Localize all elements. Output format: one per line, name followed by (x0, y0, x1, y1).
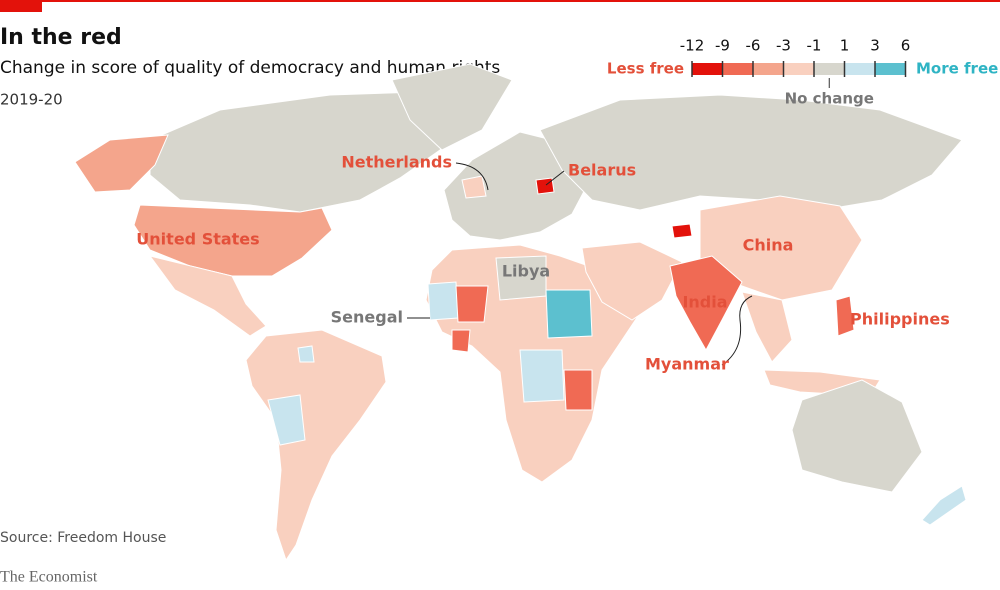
period: 2019-20 (0, 91, 63, 109)
world-map (74, 63, 967, 562)
region (461, 175, 487, 199)
legend: -12 -9 -6 -3 -1 1 3 6 Less free More free No chang… (607, 37, 998, 108)
legend-tick-label: 1 (840, 37, 850, 55)
region (391, 63, 513, 151)
region (74, 134, 169, 193)
legend-swatch (722, 63, 753, 75)
region (921, 485, 967, 526)
legend-swatch (753, 63, 784, 75)
legend-tick-label: -3 (776, 37, 791, 55)
subtitle: Change in score of quality of democracy … (0, 58, 500, 78)
region (149, 91, 471, 213)
region (581, 241, 683, 321)
region (671, 223, 693, 239)
legend-swatch (844, 63, 875, 75)
country-label: United States (136, 230, 259, 249)
top-tag (0, 0, 42, 12)
legend-tick-label: -12 (680, 37, 705, 55)
country-label: Libya (502, 262, 550, 281)
legend-tick-label: 6 (901, 37, 911, 55)
legend-tick-label: -1 (807, 37, 822, 55)
region (669, 255, 743, 352)
legend-less: Less free (607, 60, 684, 78)
region (427, 281, 459, 321)
country-labels: Netherlands Belarus United States China Liby… (136, 153, 949, 374)
region (451, 329, 471, 353)
legend-swatch (814, 63, 845, 75)
region (297, 345, 315, 363)
legend-swatch (875, 63, 906, 75)
region (245, 329, 387, 562)
legend-swatch (692, 63, 723, 75)
region (563, 369, 593, 411)
country-label: Myanmar (645, 355, 729, 374)
legend-tick-label: -9 (715, 37, 730, 55)
region (545, 289, 593, 339)
legend-tick-label: -6 (746, 37, 761, 55)
region (519, 349, 565, 403)
legend-tick-label: 3 (870, 37, 880, 55)
legend-more: More free (916, 60, 998, 78)
region (443, 131, 591, 241)
region (455, 285, 489, 323)
country-label: Belarus (568, 161, 636, 180)
top-rule (0, 0, 1000, 2)
legend-swatch (783, 63, 814, 75)
region (267, 394, 306, 446)
source: Source: Freedom House (0, 530, 166, 546)
leader-line (721, 295, 753, 366)
country-label: China (743, 236, 794, 255)
region (835, 295, 855, 337)
brand: The Economist (0, 569, 98, 586)
country-label: India (682, 293, 727, 312)
region (741, 291, 793, 363)
leader-line (545, 170, 565, 186)
country-label: Netherlands (341, 153, 452, 172)
country-label: Philippines (850, 310, 950, 329)
region (791, 379, 923, 493)
legend-mid: No change (785, 90, 874, 108)
region (148, 255, 267, 337)
title: In the red (0, 25, 122, 50)
leader-line (455, 162, 489, 191)
region (539, 94, 963, 211)
country-label: Senegal (331, 308, 403, 327)
region (133, 204, 333, 277)
